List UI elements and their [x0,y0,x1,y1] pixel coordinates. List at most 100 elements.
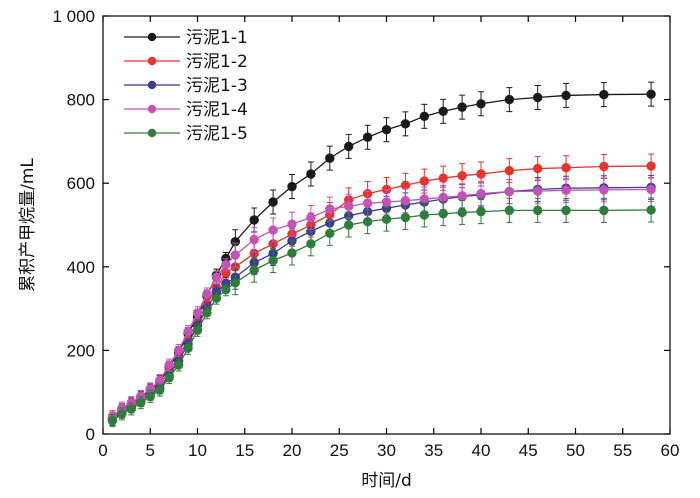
data-point [117,409,127,419]
data-point [183,326,193,337]
x-tick-label: 10 [188,441,207,460]
data-point [504,94,515,105]
data-point [438,209,448,219]
y-tick-label: 200 [67,341,95,360]
data-point [268,225,278,235]
data-point [400,180,411,190]
data-point [344,220,354,230]
x-tick-label: 40 [472,441,491,460]
data-point [221,260,231,270]
y-tick-label: 0 [86,425,95,444]
x-tick-label: 0 [98,441,107,460]
data-point [249,234,259,245]
data-point [476,169,486,179]
data-point [136,397,146,408]
series-5 [107,197,656,428]
x-tick-label: 25 [330,441,349,460]
data-point [287,219,297,229]
legend-item: 污泥1-3 [124,76,248,96]
data-point [533,92,543,103]
legend-label: 污泥1-2 [186,52,248,72]
data-point [173,345,184,356]
data-point [306,239,316,249]
data-point [192,308,203,318]
data-point [457,207,467,218]
data-point [287,181,297,192]
data-point [183,343,193,354]
series-line [112,165,652,419]
data-point [145,391,155,402]
data-point [164,360,174,370]
data-point [164,372,174,383]
data-point [249,215,259,225]
data-point [400,196,411,206]
legend-item: 污泥1-1 [124,28,248,48]
y-axis: 0 200 400 600 800 1 000 [52,7,670,444]
data-point [249,265,259,275]
data-point [457,102,467,112]
x-axis-title: 时间/d [361,471,412,491]
data-point [287,248,297,258]
data-point [230,250,241,260]
data-point [646,205,656,215]
data-point [561,163,571,173]
data-point [561,90,571,101]
data-point [599,89,609,100]
data-point [438,173,448,183]
data-point [381,197,392,207]
legend-marker [147,56,157,66]
data-point [419,111,429,122]
data-point [599,205,609,216]
data-point [438,106,448,117]
legend-marker [147,104,157,114]
series-3 [107,174,656,426]
x-tick-label: 60 [661,441,680,460]
data-point [202,289,212,299]
y-axis-title: 累积产甲烷量/mL [18,158,38,292]
y-tick-label: 600 [67,174,95,193]
data-point [362,216,373,227]
data-point [192,325,203,336]
y-tick-label: 800 [67,91,95,110]
series-4 [107,176,656,423]
x-tick-label: 35 [424,441,443,460]
data-point [381,214,392,224]
data-point [268,255,278,266]
y-tick-label: 400 [67,258,95,277]
data-point [325,204,335,214]
data-point [476,188,486,199]
data-point [362,198,373,208]
data-point [306,169,316,179]
series-2 [107,153,656,425]
data-point [599,161,609,172]
x-tick-label: 45 [519,441,538,460]
x-tick-label: 20 [283,441,302,460]
legend-marker [147,128,157,138]
data-point [561,205,571,216]
legend-label: 污泥1-4 [186,100,248,120]
data-point [533,163,543,174]
data-point [107,415,118,426]
data-point [419,194,429,204]
x-axis: 0 5 10 15 20 25 30 35 40 45 50 55 60 [98,16,679,460]
data-point [400,212,411,223]
data-point [419,176,429,186]
legend: 污泥1-1 污泥1-2 污泥1-3 污泥1-4 污泥1-5 [124,28,248,144]
data-point [325,153,335,163]
data-point [504,186,515,197]
x-tick-label: 5 [146,441,155,460]
data-point [155,385,165,395]
legend-label: 污泥1-5 [186,124,248,144]
data-point [381,124,392,135]
data-point [155,375,165,386]
data-point [533,186,543,196]
x-tick-label: 30 [377,441,396,460]
data-point [504,165,515,176]
series-line [112,188,652,417]
data-point [419,210,429,220]
data-point [599,185,609,195]
data-point [533,205,543,216]
series-line [112,186,652,420]
legend-item: 污泥1-2 [124,52,248,72]
